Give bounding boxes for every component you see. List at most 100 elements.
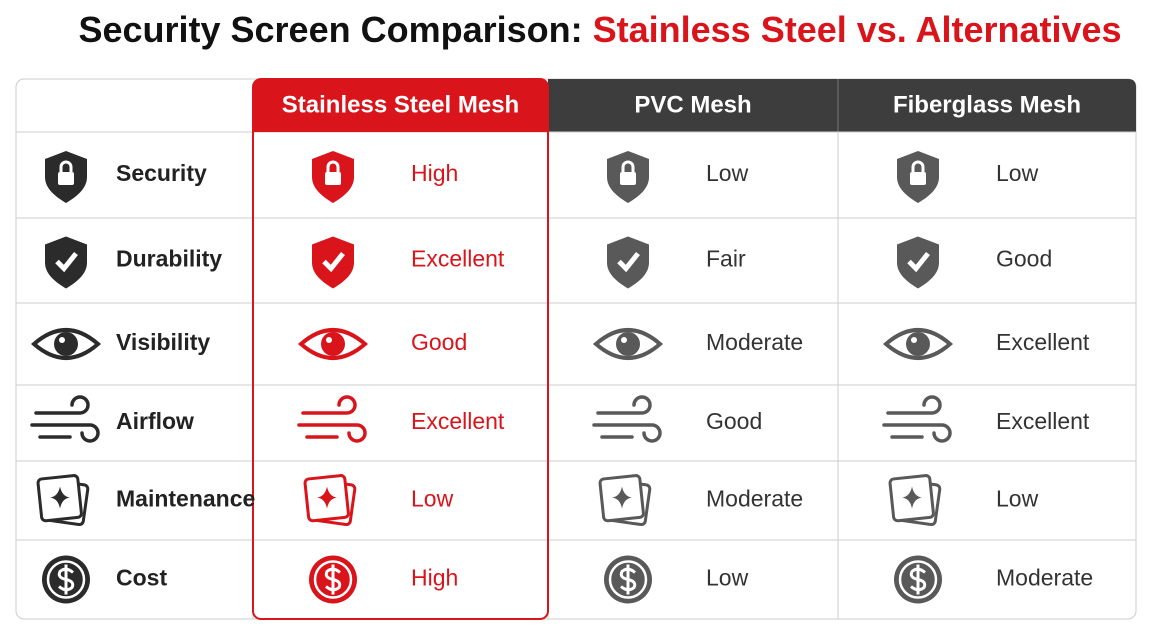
icon xyxy=(42,555,90,604)
check xyxy=(55,251,78,273)
cell-value: Good xyxy=(996,246,1052,272)
lock-body xyxy=(910,172,926,185)
icon xyxy=(30,328,102,360)
cell-value: Excellent xyxy=(411,246,505,272)
icon xyxy=(897,151,939,203)
icon xyxy=(312,236,354,289)
cell-value: Excellent xyxy=(411,408,505,434)
column-header: PVC Mesh xyxy=(634,91,751,118)
cell-value: Low xyxy=(411,486,454,512)
icon xyxy=(36,474,90,527)
lock-body xyxy=(58,172,74,185)
glint xyxy=(621,337,627,343)
cell-value: High xyxy=(411,160,458,186)
glint xyxy=(326,337,332,343)
wind-line xyxy=(297,423,367,443)
coin-rim xyxy=(313,560,353,599)
lock-body xyxy=(620,172,636,185)
sparkle xyxy=(902,486,922,509)
icon xyxy=(297,328,369,360)
coin-rim xyxy=(898,560,938,599)
wind-line xyxy=(596,395,652,415)
icon xyxy=(897,236,939,289)
icon xyxy=(882,328,954,360)
wind-line xyxy=(886,395,942,415)
eye xyxy=(592,328,664,360)
coin-rim xyxy=(46,560,86,599)
icon xyxy=(312,151,354,203)
icon xyxy=(45,236,87,289)
dollar xyxy=(57,564,75,595)
wind-line xyxy=(34,395,90,415)
icon xyxy=(303,474,357,527)
lock-shackle xyxy=(911,160,925,172)
lock-shackle xyxy=(326,160,340,172)
row-label: Airflow xyxy=(116,408,194,434)
icon xyxy=(607,151,649,203)
column-header: Stainless Steel Mesh xyxy=(282,91,519,118)
icon xyxy=(592,328,664,360)
check xyxy=(907,251,930,273)
header-dark xyxy=(548,79,1136,132)
icon xyxy=(592,395,662,443)
icon xyxy=(604,555,652,604)
cell-value: Good xyxy=(411,329,467,355)
icon xyxy=(30,395,100,443)
wind-line xyxy=(882,423,952,443)
icon xyxy=(297,395,367,443)
sparkle xyxy=(317,486,337,509)
cell-value: Excellent xyxy=(996,408,1090,434)
row-label: Cost xyxy=(116,565,167,591)
lock-shackle xyxy=(59,160,73,172)
icon xyxy=(45,151,87,203)
pupil xyxy=(54,332,78,356)
check xyxy=(617,251,640,273)
icon xyxy=(888,474,942,527)
highlight-frame xyxy=(252,78,549,620)
cell-value: Fair xyxy=(706,246,746,272)
wind-line xyxy=(30,423,100,443)
pupil xyxy=(906,332,930,356)
title: Security Screen Comparison: Stainless Ste… xyxy=(78,9,1121,50)
cell-value: Moderate xyxy=(706,329,803,355)
icon xyxy=(309,555,357,604)
cell-value: Good xyxy=(706,408,762,434)
eye xyxy=(297,328,369,360)
row-label: Durability xyxy=(116,246,222,272)
row-label: Security xyxy=(116,160,207,186)
pupil xyxy=(616,332,640,356)
dollar xyxy=(324,564,342,595)
icon xyxy=(598,474,652,527)
title-highlight: Stainless Steel vs. Alternatives xyxy=(593,9,1122,50)
pupil xyxy=(321,332,345,356)
sparkle xyxy=(50,486,70,509)
cell-value: High xyxy=(411,565,458,591)
cell-value: Moderate xyxy=(706,486,803,512)
dollar xyxy=(909,564,927,595)
glint xyxy=(59,337,65,343)
icon xyxy=(607,236,649,289)
dollar xyxy=(619,564,637,595)
coin-rim xyxy=(608,560,648,599)
sparkle xyxy=(612,486,632,509)
eye xyxy=(882,328,954,360)
lock-body xyxy=(325,172,341,185)
cell-value: Low xyxy=(996,486,1039,512)
check xyxy=(322,251,345,273)
wind-line xyxy=(592,423,662,443)
icon xyxy=(882,395,952,443)
cell-value: Excellent xyxy=(996,329,1090,355)
highlight-header xyxy=(253,79,548,132)
glint xyxy=(911,337,917,343)
eye xyxy=(30,328,102,360)
cell-value: Low xyxy=(706,160,749,186)
lock-shackle xyxy=(621,160,635,172)
wind-line xyxy=(301,395,357,415)
cell-value: Moderate xyxy=(996,565,1093,591)
row-label: Visibility xyxy=(116,329,210,355)
column-header: Fiberglass Mesh xyxy=(893,91,1081,118)
cell-value: Low xyxy=(706,565,749,591)
icon xyxy=(894,555,942,604)
row-label: Maintenance xyxy=(116,486,255,512)
